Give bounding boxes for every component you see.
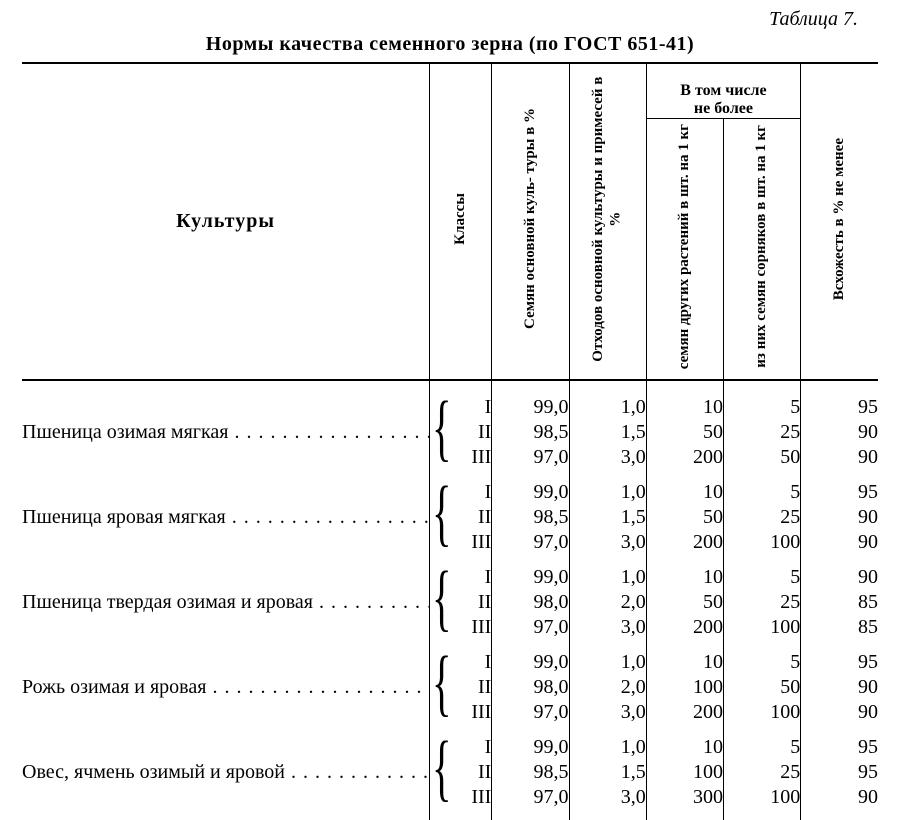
col-waste: Отходов основной культуры и примесей в % <box>569 63 646 380</box>
seed-cell: 99,0 98,5 97,0 <box>492 480 569 555</box>
table-row: Пшеница твердая озимая и яровая {I II III… <box>22 565 878 640</box>
curly-brace-icon: { <box>432 561 452 635</box>
germ-cell: 90 85 85 <box>801 565 878 640</box>
weed-cell: 5 25 100 <box>723 565 800 640</box>
leader-dots <box>228 421 429 443</box>
col-cultures-label: Культуры <box>176 210 275 232</box>
curly-brace-icon: { <box>432 731 452 805</box>
col-cultures: Культуры <box>22 63 430 380</box>
col-weeds: из них семян сорняков в шт. на 1 кг <box>723 119 800 380</box>
table-header: Культуры Классы Семян основной куль- тур… <box>22 63 878 380</box>
waste-cell: 1,0 1,5 3,0 <box>569 735 646 810</box>
germ-cell: 95 90 90 <box>801 650 878 725</box>
row-spacer <box>22 810 878 820</box>
leader-dots <box>226 506 430 528</box>
other-cell: 10 50 200 <box>646 565 723 640</box>
col-seed: Семян основной куль- туры в % <box>492 63 569 380</box>
seed-cell: 99,0 98,5 97,0 <box>492 735 569 810</box>
table-number: Таблица 7. <box>22 8 878 31</box>
seed-cell: 99,0 98,0 97,0 <box>492 565 569 640</box>
col-germination-label: Всхожесть в % не менее <box>831 132 848 306</box>
leader-dots <box>206 676 429 698</box>
classes-cell: {I II III <box>430 565 492 640</box>
curly-brace-icon: { <box>432 646 452 720</box>
seed-cell: 99,0 98,0 97,0 <box>492 650 569 725</box>
col-other-plants-label: семян других растений в шт. на 1 кг <box>676 118 693 375</box>
waste-cell: 1,0 2,0 3,0 <box>569 565 646 640</box>
table-row: Овес, ячмень озимый и яровой {I II III99,… <box>22 735 878 810</box>
other-cell: 10 50 200 <box>646 480 723 555</box>
col-weeds-label: из них семян сорняков в шт. на 1 кг <box>753 119 770 374</box>
table-row: Пшеница озимая мягкая {I II III99,0 98,5 … <box>22 395 878 470</box>
leader-dots <box>313 591 430 613</box>
col-subgroup-label: В том числе не более <box>680 82 766 117</box>
col-subgroup: В том числе не более <box>646 63 800 119</box>
col-classes-label: Классы <box>452 187 469 251</box>
waste-cell: 1,0 1,5 3,0 <box>569 395 646 470</box>
col-germination: Всхожесть в % не менее <box>801 63 878 380</box>
curly-brace-icon: { <box>432 476 452 550</box>
table-row: Пшеница яровая мягкая {I II III99,0 98,5 … <box>22 480 878 555</box>
culture-label: Пшеница твердая озимая и яровая <box>22 591 313 613</box>
col-other-plants: семян других растений в шт. на 1 кг <box>646 119 723 380</box>
waste-cell: 1,0 1,5 3,0 <box>569 480 646 555</box>
classes-cell: {I II III <box>430 395 492 470</box>
seed-cell: 99,0 98,5 97,0 <box>492 395 569 470</box>
weed-cell: 5 25 50 <box>723 395 800 470</box>
waste-cell: 1,0 2,0 3,0 <box>569 650 646 725</box>
other-cell: 10 100 300 <box>646 735 723 810</box>
culture-label: Пшеница озимая мягкая <box>22 421 228 443</box>
page: Таблица 7. Нормы качества семенного зерн… <box>0 0 900 696</box>
table-body: Пшеница озимая мягкая{I II III99,0 98,5 … <box>22 380 878 820</box>
table-title: Нормы качества семенного зерна (по ГОСТ … <box>22 33 878 56</box>
leader-dots <box>285 761 430 783</box>
culture-cell: Пшеница яровая мягкая <box>22 480 430 555</box>
col-classes: Классы <box>430 63 492 380</box>
weed-cell: 5 25 100 <box>723 735 800 810</box>
col-waste-label: Отходов основной культуры и примесей в % <box>590 62 625 377</box>
germ-cell: 95 90 90 <box>801 395 878 470</box>
culture-label: Овес, ячмень озимый и яровой <box>22 761 285 783</box>
culture-label: Пшеница яровая мягкая <box>22 506 226 528</box>
culture-cell: Пшеница озимая мягкая <box>22 395 430 470</box>
culture-cell: Овес, ячмень озимый и яровой <box>22 735 430 810</box>
classes-cell: {I II III <box>430 480 492 555</box>
curly-brace-icon: { <box>432 391 452 465</box>
col-seed-label: Семян основной куль- туры в % <box>522 102 539 335</box>
germ-cell: 95 95 90 <box>801 735 878 810</box>
weed-cell: 5 50 100 <box>723 650 800 725</box>
other-cell: 10 100 200 <box>646 650 723 725</box>
culture-cell: Пшеница твердая озимая и яровая <box>22 565 430 640</box>
weed-cell: 5 25 100 <box>723 480 800 555</box>
classes-cell: {I II III <box>430 650 492 725</box>
germ-cell: 95 90 90 <box>801 480 878 555</box>
quality-table: Культуры Классы Семян основной куль- тур… <box>22 62 878 820</box>
other-cell: 10 50 200 <box>646 395 723 470</box>
culture-cell: Рожь озимая и яровая <box>22 650 430 725</box>
table-row: Рожь озимая и яровая {I II III99,0 98,0 9… <box>22 650 878 725</box>
culture-label: Рожь озимая и яровая <box>22 676 206 698</box>
classes-cell: {I II III <box>430 735 492 810</box>
